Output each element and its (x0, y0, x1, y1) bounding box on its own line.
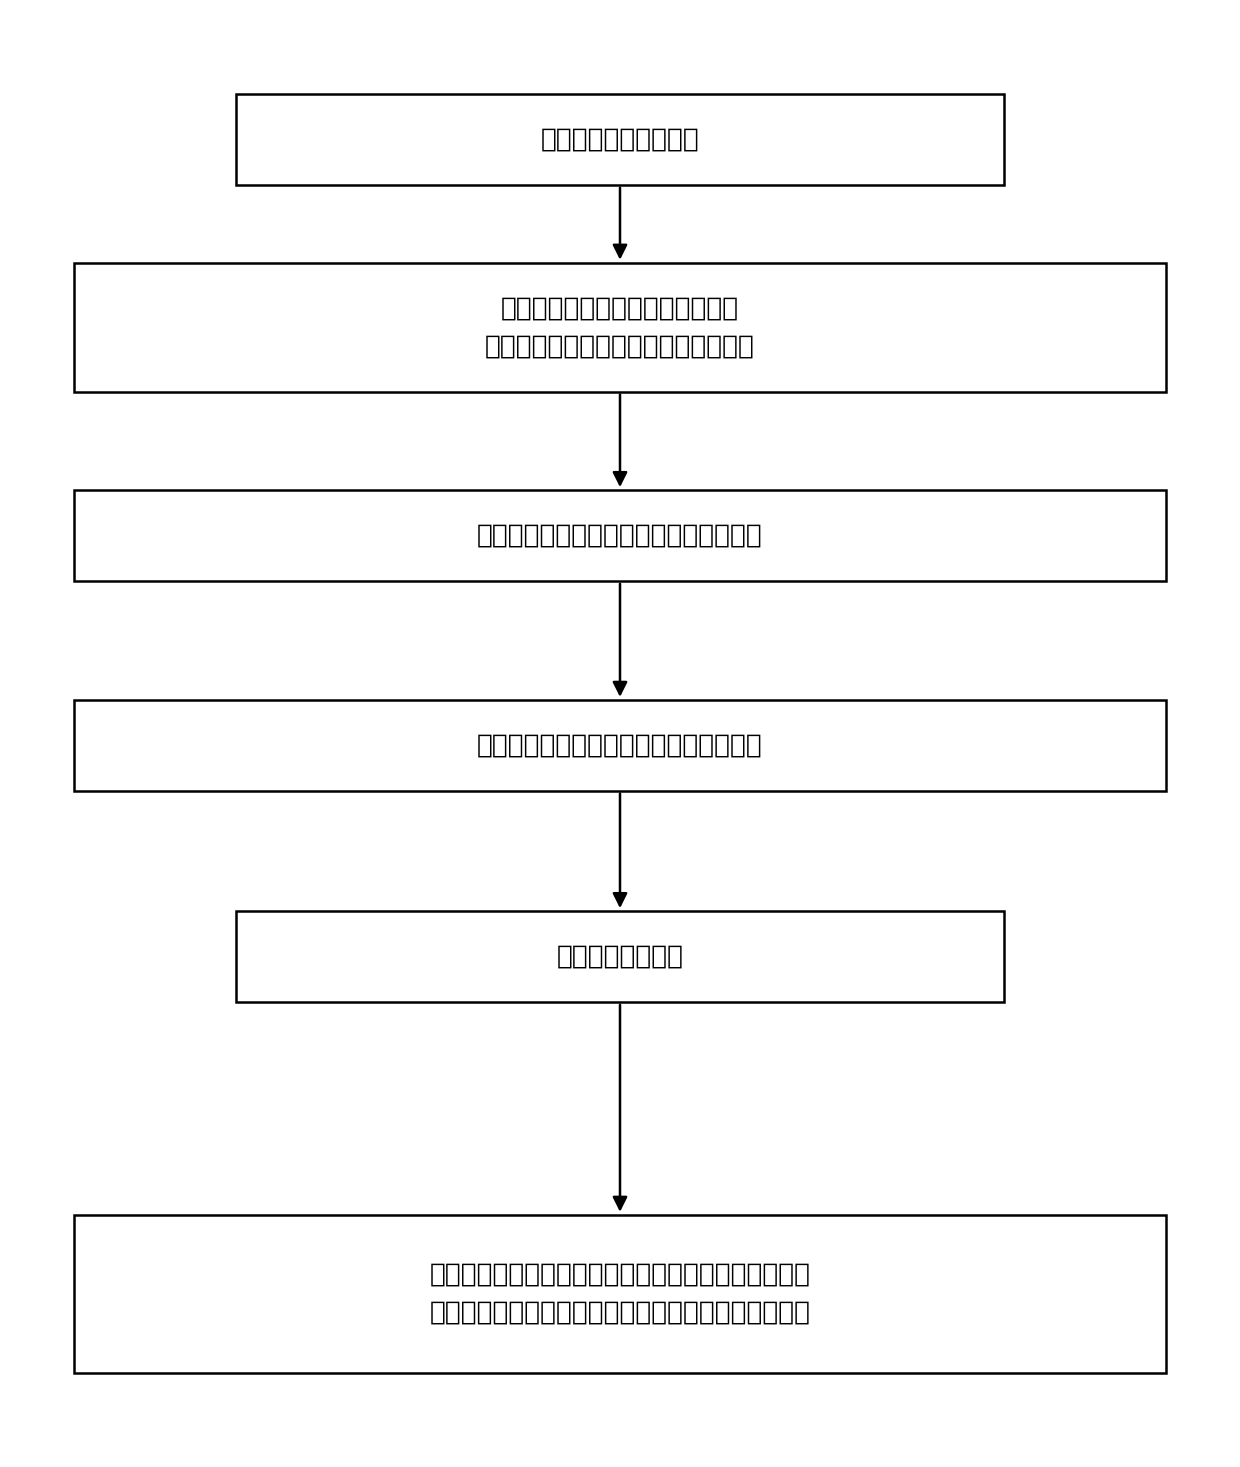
Text: 接收轨迹运行数据: 接收轨迹运行数据 (557, 943, 683, 970)
Text: 接收第一段轨迹点数据: 接收第一段轨迹点数据 (541, 126, 699, 153)
Text: 反馈具有电机启动时间信息的状态字数据: 反馈具有电机启动时间信息的状态字数据 (477, 522, 763, 549)
Bar (74, 263, 1166, 392)
Bar (236, 94, 1004, 185)
Text: 接收基于状态字数据的第二段轨迹点数据: 接收基于状态字数据的第二段轨迹点数据 (477, 732, 763, 758)
Bar (236, 911, 1004, 1002)
Bar (74, 490, 1166, 581)
Bar (74, 700, 1166, 791)
Text: 接收启动运动指令，控制电机进入
运动状态并执行所述第一段轨迹点数据: 接收启动运动指令，控制电机进入 运动状态并执行所述第一段轨迹点数据 (485, 295, 755, 359)
Text: 依次执行所述第一段轨迹点数据与第二段轨迹点数据，
执行所述轨迹运行数据，控制电机进行相应的轨迹运动: 依次执行所述第一段轨迹点数据与第二段轨迹点数据， 执行所述轨迹运行数据，控制电机… (429, 1262, 811, 1326)
Bar (74, 1215, 1166, 1373)
